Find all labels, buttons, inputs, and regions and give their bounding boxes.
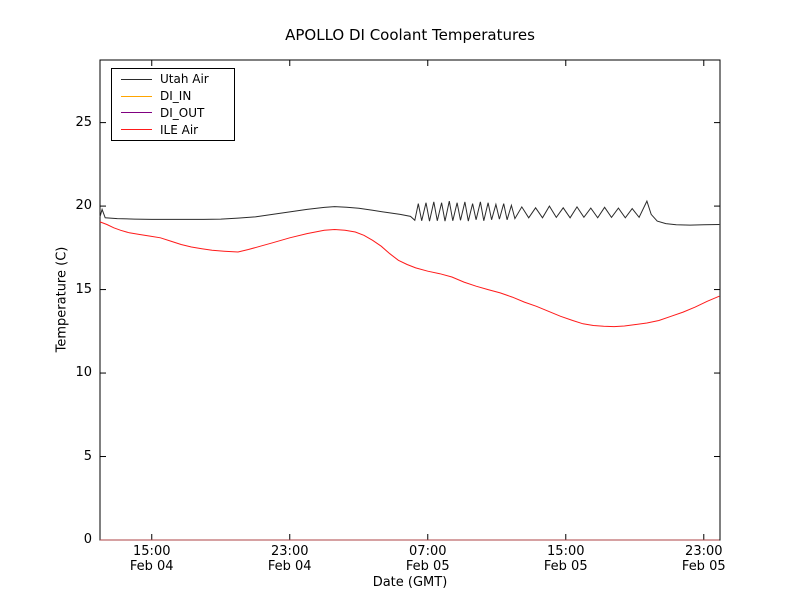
x-tick-label: 07:00 Feb 05: [405, 544, 450, 574]
di-out-line-swatch: [121, 112, 152, 114]
legend-item-di-in: DI_IN: [112, 89, 234, 104]
chart-title: APOLLO DI Coolant Temperatures: [285, 26, 535, 44]
x-tick-label: 23:00 Feb 04: [267, 544, 312, 574]
legend-label: DI_IN: [160, 89, 192, 104]
legend: Utah Air DI_IN DI_OUT ILE Air: [111, 68, 235, 141]
legend-label: Utah Air: [160, 72, 209, 87]
di-in-line-swatch: [121, 95, 152, 97]
legend-item-utah-air: Utah Air: [112, 72, 234, 87]
y-tick-label: 10: [75, 365, 92, 381]
x-tick-label: 23:00 Feb 05: [681, 544, 726, 574]
series-line-utah-air: [99, 199, 720, 226]
y-tick-label: 5: [83, 448, 92, 464]
legend-item-di-out: DI_OUT: [112, 105, 234, 120]
ile-air-line-swatch: [121, 129, 152, 131]
x-tick-label: 15:00 Feb 04: [129, 544, 174, 574]
legend-label: DI_OUT: [160, 105, 205, 120]
y-tick-label: 15: [75, 281, 92, 297]
x-tick-label: 15:00 Feb 05: [543, 544, 588, 574]
utah-air-line-swatch: [121, 78, 152, 80]
legend-item-ile-air: ILE Air: [112, 122, 234, 137]
series-line-ile-air: [99, 221, 720, 328]
y-tick-label: 20: [75, 198, 92, 214]
y-tick-label: 25: [75, 114, 92, 130]
y-tick-label: 0: [83, 532, 92, 547]
legend-label: ILE Air: [160, 122, 199, 137]
x-axis-label: Date (GMT): [372, 575, 448, 590]
